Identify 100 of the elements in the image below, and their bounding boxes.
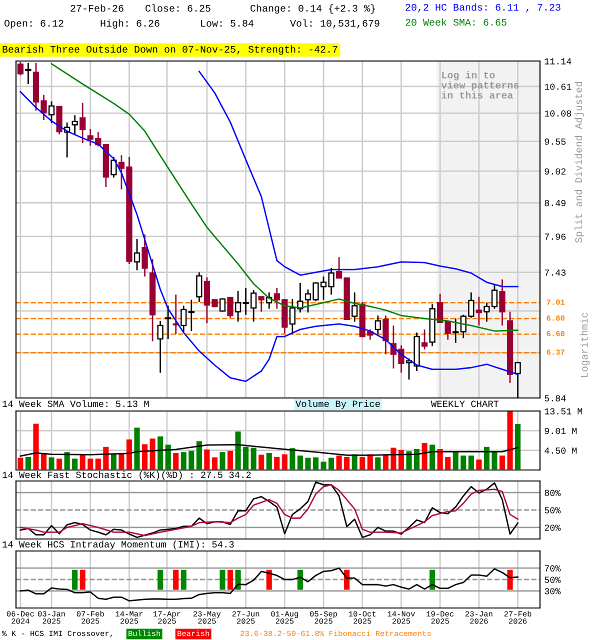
text: Volume By Price [296, 400, 380, 409]
candlestick [421, 328, 428, 350]
candlestick [227, 296, 234, 319]
bar [282, 454, 288, 470]
bar [452, 452, 458, 470]
bar [243, 446, 249, 470]
y-axis-title: Split and Dividend Adjusted [574, 82, 584, 243]
bar [297, 456, 303, 470]
candlestick [258, 296, 264, 312]
bar [360, 456, 366, 470]
bar [95, 458, 101, 470]
text: Logarithmic [580, 312, 590, 377]
y-tick-label: 5.84 [544, 395, 566, 402]
bar [515, 424, 521, 470]
bar [320, 462, 326, 470]
bar [468, 456, 474, 470]
bar [118, 453, 124, 470]
bar [142, 444, 148, 470]
bar [235, 432, 241, 470]
candlestick [142, 234, 148, 278]
bar [126, 439, 132, 470]
bar [430, 444, 436, 470]
bar [422, 442, 428, 470]
bar [72, 458, 78, 470]
bar [64, 452, 70, 470]
chart-title: 14 Week Fast Stochastic (%K)(%D) : 27.5 34.2 [2, 471, 251, 480]
y-tick-label: 9.55 [544, 138, 566, 145]
bar [375, 457, 381, 470]
candlestick [80, 102, 86, 144]
candlestick [165, 305, 172, 340]
bar [398, 450, 404, 470]
candlestick [499, 278, 506, 326]
text: Vol: 10,531,679 [290, 19, 380, 28]
candlestick [180, 305, 187, 332]
y-tick-label: 10.61 [544, 84, 572, 90]
bar [382, 454, 388, 470]
bar [250, 448, 256, 470]
bar [507, 411, 513, 470]
bar [390, 448, 396, 470]
bar [103, 446, 109, 470]
bar [88, 458, 94, 470]
text: 20 Week SMA: 6.65 [406, 18, 506, 26]
bar [227, 450, 234, 470]
bar [33, 424, 39, 470]
text: 27-Feb-26 [70, 4, 124, 12]
text: Open: 6.12 [4, 20, 64, 29]
y-tick-label: 10.08 [544, 110, 572, 117]
candlestick [110, 156, 117, 178]
candlestick [444, 320, 451, 340]
y-tick-label: 7.43 [544, 270, 566, 276]
bar [266, 452, 272, 470]
bar [406, 451, 412, 470]
bar [344, 456, 350, 470]
y-tick-label: 13.51 M [544, 408, 582, 414]
bar [134, 428, 140, 470]
candlestick [374, 314, 381, 335]
y-tick-label: 9.01 M [544, 428, 577, 434]
y-tick-label: 50% [544, 576, 561, 583]
text: High: 6.26 [100, 19, 160, 29]
candlestick [48, 100, 55, 124]
bar [312, 457, 319, 470]
bar [110, 454, 116, 470]
text: Change: 0.14 {+2.3 %} [250, 4, 375, 14]
candlestick [352, 292, 358, 322]
y-tick-label: 9.02 [544, 168, 566, 175]
bar [158, 436, 164, 470]
bar [499, 456, 506, 470]
bar [196, 441, 202, 470]
bar [460, 456, 466, 470]
bar [414, 449, 420, 470]
bar [290, 448, 296, 470]
bar [220, 452, 226, 470]
candlestick [382, 314, 389, 356]
bar [212, 457, 218, 470]
bar [204, 449, 210, 470]
y-tick-label: 70% [544, 565, 561, 572]
bar [305, 458, 311, 470]
bar [188, 450, 194, 470]
y-tick-label: 30% [544, 588, 561, 594]
chart-title: 14 Week SMA Volume: 5.13 M [2, 400, 149, 408]
band-label: Log in to view patterns in this area [441, 71, 519, 99]
bar [492, 451, 498, 470]
bar [180, 452, 186, 470]
candlestick [476, 296, 482, 326]
candlestick [157, 320, 164, 374]
candlestick [437, 293, 444, 324]
y-tick-label: 20% [544, 524, 561, 531]
bar [48, 457, 54, 470]
line-series [20, 444, 518, 457]
line-series [20, 567, 518, 602]
candlestick [17, 61, 24, 76]
bar [258, 454, 264, 470]
text: Close: 6.25 [146, 4, 210, 12]
chart-title: Bearish Three Outside Down on 07-Nov-25, Strength: -42.7 [2, 45, 338, 55]
candlestick [196, 272, 202, 303]
candlestick [452, 318, 459, 344]
bar [328, 458, 334, 470]
y-tick-label: 7.96 [544, 234, 566, 240]
y-tick-label: 11.14 [544, 58, 572, 64]
bar [80, 454, 86, 470]
